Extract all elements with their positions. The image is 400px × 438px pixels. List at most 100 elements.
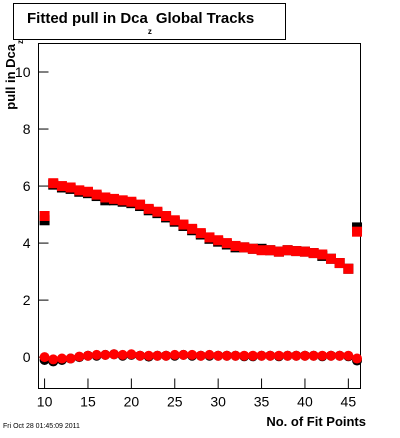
square-marker: [39, 211, 50, 221]
square-marker: [317, 249, 328, 260]
square-marker: [204, 232, 215, 243]
circle-marker: [109, 349, 120, 360]
square-marker: [65, 182, 76, 193]
title-box: [13, 3, 286, 40]
square-marker: [308, 248, 319, 259]
circle-marker: [239, 350, 250, 361]
square-marker: [48, 178, 59, 189]
circle-marker: [273, 350, 284, 361]
y-label-subscript: z: [16, 40, 25, 44]
circle-marker: [221, 350, 232, 361]
circle-marker: [117, 349, 128, 360]
square-marker: [74, 185, 85, 196]
square-marker: [169, 215, 180, 226]
square-marker: [265, 245, 276, 256]
circle-marker: [135, 350, 146, 361]
x-axis-label: No. of Fit Points: [266, 414, 366, 429]
y-tick-label: 8: [23, 121, 31, 137]
square-marker: [82, 186, 93, 197]
circle-marker: [317, 350, 328, 361]
x-tick-label: 15: [80, 394, 96, 410]
y-axis-label: pull in Dcaz: [3, 40, 25, 110]
circle-marker: [308, 350, 319, 361]
y-label-main: pull in Dca: [3, 43, 18, 110]
square-marker: [291, 246, 302, 257]
x-tick-label: 40: [297, 394, 313, 410]
y-tick-label: 10: [15, 64, 31, 80]
square-marker: [126, 196, 137, 207]
square-marker: [282, 245, 293, 256]
square-marker: [299, 246, 310, 257]
square-marker: [109, 193, 120, 204]
square-marker: [230, 240, 241, 251]
square-marker: [334, 258, 345, 269]
circle-marker: [56, 353, 67, 364]
circle-marker: [178, 349, 189, 360]
circle-marker: [91, 349, 102, 360]
title-rest: Global Tracks: [156, 10, 254, 27]
square-marker: [117, 195, 128, 206]
square-marker: [187, 223, 198, 234]
chart-title: Fitted pull in Dcaz Global Tracks: [27, 10, 254, 36]
circle-marker: [265, 350, 276, 361]
circle-marker: [325, 350, 336, 361]
circle-marker: [48, 354, 59, 365]
square-marker: [325, 253, 336, 264]
circle-marker: [256, 350, 267, 361]
x-tick-label: 25: [167, 394, 183, 410]
y-tick-label: 6: [23, 178, 31, 194]
circle-marker: [343, 350, 354, 361]
circle-marker: [143, 350, 154, 361]
y-tick-label: 2: [23, 292, 31, 308]
x-tick-label: 35: [254, 394, 270, 410]
circle-marker: [291, 350, 302, 361]
square-marker: [247, 243, 258, 254]
circle-marker: [169, 349, 180, 360]
square-marker: [143, 203, 154, 214]
square-marker: [221, 238, 232, 249]
square-marker: [91, 189, 102, 200]
circle-marker: [213, 350, 224, 361]
x-tick-label: 45: [341, 394, 357, 410]
circle-marker: [74, 351, 85, 362]
plot-frame: [38, 43, 361, 389]
square-marker: [135, 199, 146, 210]
y-tick-label: 4: [23, 235, 31, 251]
circle-marker: [247, 350, 258, 361]
circle-marker: [161, 350, 172, 361]
y-tick-label: 0: [23, 349, 31, 365]
footer-date: Fri Oct 28 01:45:09 2011: [3, 423, 80, 430]
circle-marker: [126, 349, 137, 360]
circle-marker: [100, 349, 111, 360]
circle-marker: [299, 350, 310, 361]
title-subscript: z: [148, 27, 152, 36]
x-tick-label: 20: [124, 394, 140, 410]
circle-marker: [152, 350, 163, 361]
x-tick-label: 30: [210, 394, 226, 410]
square-marker: [56, 181, 67, 192]
square-marker: [178, 219, 189, 230]
circle-marker: [334, 350, 345, 361]
square-marker: [352, 226, 363, 237]
circle-marker: [230, 350, 241, 361]
square-marker: [100, 192, 111, 203]
circle-marker: [187, 349, 198, 360]
circle-marker: [195, 350, 206, 361]
circle-marker: [39, 352, 50, 363]
square-marker: [161, 211, 172, 221]
circle-marker: [204, 349, 215, 360]
square-marker: [273, 246, 284, 257]
square-marker: [239, 242, 250, 253]
square-marker: [213, 235, 224, 246]
square-marker: [256, 245, 267, 256]
title-main: Fitted pull in Dca: [27, 10, 148, 27]
square-marker: [152, 206, 163, 217]
circle-marker: [65, 353, 76, 364]
x-tick-label: 10: [37, 394, 53, 410]
circle-marker: [352, 353, 363, 364]
circle-marker: [282, 350, 293, 361]
square-marker: [195, 228, 206, 239]
square-marker: [343, 263, 354, 274]
